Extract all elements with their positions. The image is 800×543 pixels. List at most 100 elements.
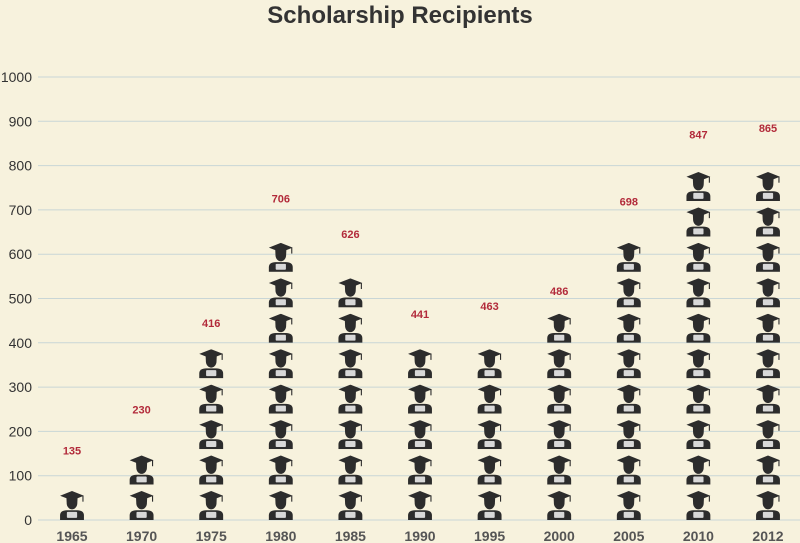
pictograph-column-1965 — [60, 464, 84, 520]
graduate-icon — [129, 423, 154, 450]
x-axis: 1965 1970 1975 1980 1985 1990 1995 2000 2005 2010… — [56, 528, 783, 543]
graduate-icon — [686, 172, 711, 202]
graduate-icon — [616, 313, 641, 343]
x-tick-label-2005: 2005 — [613, 528, 644, 543]
x-tick-label-1985: 1985 — [335, 528, 366, 543]
graduate-icon — [477, 349, 502, 379]
x-tick-label-1975: 1975 — [196, 528, 227, 543]
graduate-icon — [547, 420, 572, 450]
graduate-icon — [616, 215, 641, 237]
graduate-icon — [268, 278, 293, 308]
x-tick-label-2010: 2010 — [683, 528, 714, 543]
graduate-icon — [616, 384, 641, 414]
y-axis: 0 100 200 300 400 500 600 700 800 900 1000 — [1, 69, 32, 528]
graduate-icon — [268, 212, 293, 237]
data-label-2005: 698 — [620, 196, 638, 208]
y-tick-label: 800 — [9, 158, 33, 174]
graduate-icon — [686, 420, 711, 450]
graduate-icon — [756, 313, 780, 343]
graduate-icon — [268, 420, 293, 450]
x-tick-label-1980: 1980 — [265, 528, 296, 543]
graduate-icon — [686, 455, 711, 485]
graduate-icon — [199, 455, 224, 485]
graduate-icon — [268, 384, 293, 414]
pictograph-columns — [60, 142, 780, 520]
pictograph-column-2000 — [547, 301, 572, 520]
graduate-icon — [408, 349, 432, 379]
graduate-icon — [129, 455, 154, 485]
graduate-icon — [129, 491, 154, 520]
graduate-icon — [616, 242, 641, 272]
data-label-2000: 486 — [550, 286, 568, 298]
data-label-1985: 626 — [341, 229, 359, 241]
graduate-icon — [686, 242, 711, 272]
graduate-icon — [338, 278, 363, 308]
x-tick-label-2000: 2000 — [544, 528, 575, 543]
graduate-icon — [686, 384, 711, 414]
x-tick-label-1970: 1970 — [126, 528, 157, 543]
graduate-icon — [199, 349, 224, 379]
graduate-icon — [338, 349, 363, 379]
graduate-icon — [60, 491, 84, 520]
y-tick-label: 600 — [9, 246, 33, 262]
y-tick-label: 1000 — [1, 69, 32, 85]
data-label-1995: 463 — [480, 301, 498, 313]
graduate-icon — [477, 384, 502, 414]
graduate-icon — [338, 491, 363, 520]
y-tick-label: 300 — [9, 379, 33, 395]
data-labels: 135 230 416 706 626 441 463 486 698 847 865 — [63, 123, 777, 458]
graduate-icon — [477, 491, 502, 520]
graduate-icon — [268, 491, 293, 520]
graduate-icon — [616, 349, 641, 379]
graduate-icon — [268, 242, 293, 272]
chart-title: Scholarship Recipients — [267, 2, 533, 29]
pictograph-column-1985 — [338, 247, 363, 520]
graduate-icon — [686, 349, 711, 379]
graduate-icon — [756, 349, 780, 379]
graduate-icon — [199, 491, 224, 520]
graduate-icon — [756, 491, 780, 520]
y-tick-label: 200 — [9, 423, 33, 439]
pictograph-column-1970 — [129, 423, 154, 520]
graduate-icon — [616, 455, 641, 485]
graduate-icon — [477, 319, 502, 343]
pictograph-column-2012 — [756, 142, 780, 520]
graduate-icon — [756, 455, 780, 485]
graduate-icon — [60, 464, 84, 485]
graduate-icon — [408, 384, 432, 414]
data-label-2010: 847 — [689, 130, 707, 142]
pictograph-column-1990 — [408, 327, 432, 520]
graduate-icon — [616, 278, 641, 308]
graduate-icon — [756, 278, 780, 308]
graduate-icon — [686, 278, 711, 308]
graduate-icon — [477, 420, 502, 450]
graduate-icon — [756, 172, 780, 202]
graduate-icon — [338, 247, 363, 272]
pictograph-column-1995 — [477, 319, 502, 520]
x-tick-label-1965: 1965 — [56, 528, 87, 543]
data-label-1980: 706 — [272, 194, 290, 206]
graduate-icon — [408, 455, 432, 485]
pictograph-column-2010 — [686, 148, 711, 520]
graduate-icon — [268, 455, 293, 485]
graduate-icon — [268, 349, 293, 379]
x-tick-label-1995: 1995 — [474, 528, 505, 543]
graduate-icon — [756, 142, 780, 166]
data-label-2012: 865 — [759, 123, 777, 135]
graduate-icon — [756, 207, 780, 237]
y-tick-label: 400 — [9, 335, 33, 351]
graduate-icon — [338, 455, 363, 485]
y-tick-label: 100 — [9, 468, 33, 484]
y-tick-label: 500 — [9, 291, 33, 307]
y-tick-label: 900 — [9, 113, 33, 129]
graduate-icon — [616, 420, 641, 450]
graduate-icon — [477, 455, 502, 485]
graduate-icon — [268, 313, 293, 343]
graduate-icon — [408, 491, 432, 520]
graduate-icon — [338, 384, 363, 414]
x-tick-label-1990: 1990 — [404, 528, 435, 543]
gridlines — [38, 76, 800, 521]
graduate-icon — [338, 420, 363, 450]
